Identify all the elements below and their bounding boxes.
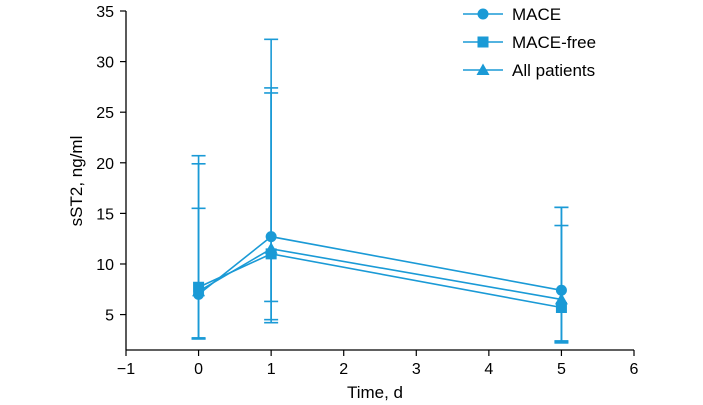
- y-tick-label: 5: [105, 308, 114, 325]
- data-point: [264, 242, 278, 254]
- legend-label: MACE-free: [512, 33, 596, 52]
- x-axis-title: Time, d: [347, 383, 403, 402]
- series-mace-free: [191, 92, 569, 342]
- x-ticks: −1 0 1 2 3 4 5 6: [117, 350, 639, 378]
- axes: [125, 11, 634, 351]
- legend-label: MACE: [512, 5, 561, 24]
- y-tick-label: 25: [96, 105, 114, 122]
- legend-marker: [476, 63, 490, 75]
- y-axis-title: sST2, ng/ml: [67, 136, 86, 227]
- x-tick-label: 2: [339, 361, 348, 378]
- series-line: [198, 235, 562, 295]
- x-tick-label: 3: [412, 361, 421, 378]
- series-all-patients: [191, 87, 569, 343]
- series-mace: [191, 38, 569, 344]
- y-tick-label: 30: [96, 55, 114, 72]
- legend-item: All patients: [463, 61, 595, 80]
- y-tick-label: 15: [96, 206, 114, 223]
- x-tick-label: 0: [194, 361, 203, 378]
- legend: MACE MACE-free All patients: [463, 5, 596, 80]
- legend-item: MACE: [463, 5, 561, 24]
- x-tick-label: 1: [267, 361, 276, 378]
- x-tick-label: −1: [117, 361, 135, 378]
- x-tick-label: 6: [630, 361, 639, 378]
- legend-item: MACE-free: [463, 33, 596, 52]
- legend-marker: [477, 36, 489, 48]
- y-tick-label: 35: [96, 4, 114, 21]
- x-tick-label: 5: [557, 361, 566, 378]
- legend-label: All patients: [512, 61, 595, 80]
- x-tick-label: 4: [484, 361, 493, 378]
- data-point: [192, 284, 206, 297]
- series-layer: [191, 38, 569, 344]
- y-ticks: 5 10 15 20 25 30 35: [96, 4, 126, 325]
- legend-marker: [477, 8, 489, 20]
- y-tick-label: 10: [96, 257, 114, 274]
- data-point: [554, 292, 568, 305]
- y-tick-label: 20: [96, 156, 114, 173]
